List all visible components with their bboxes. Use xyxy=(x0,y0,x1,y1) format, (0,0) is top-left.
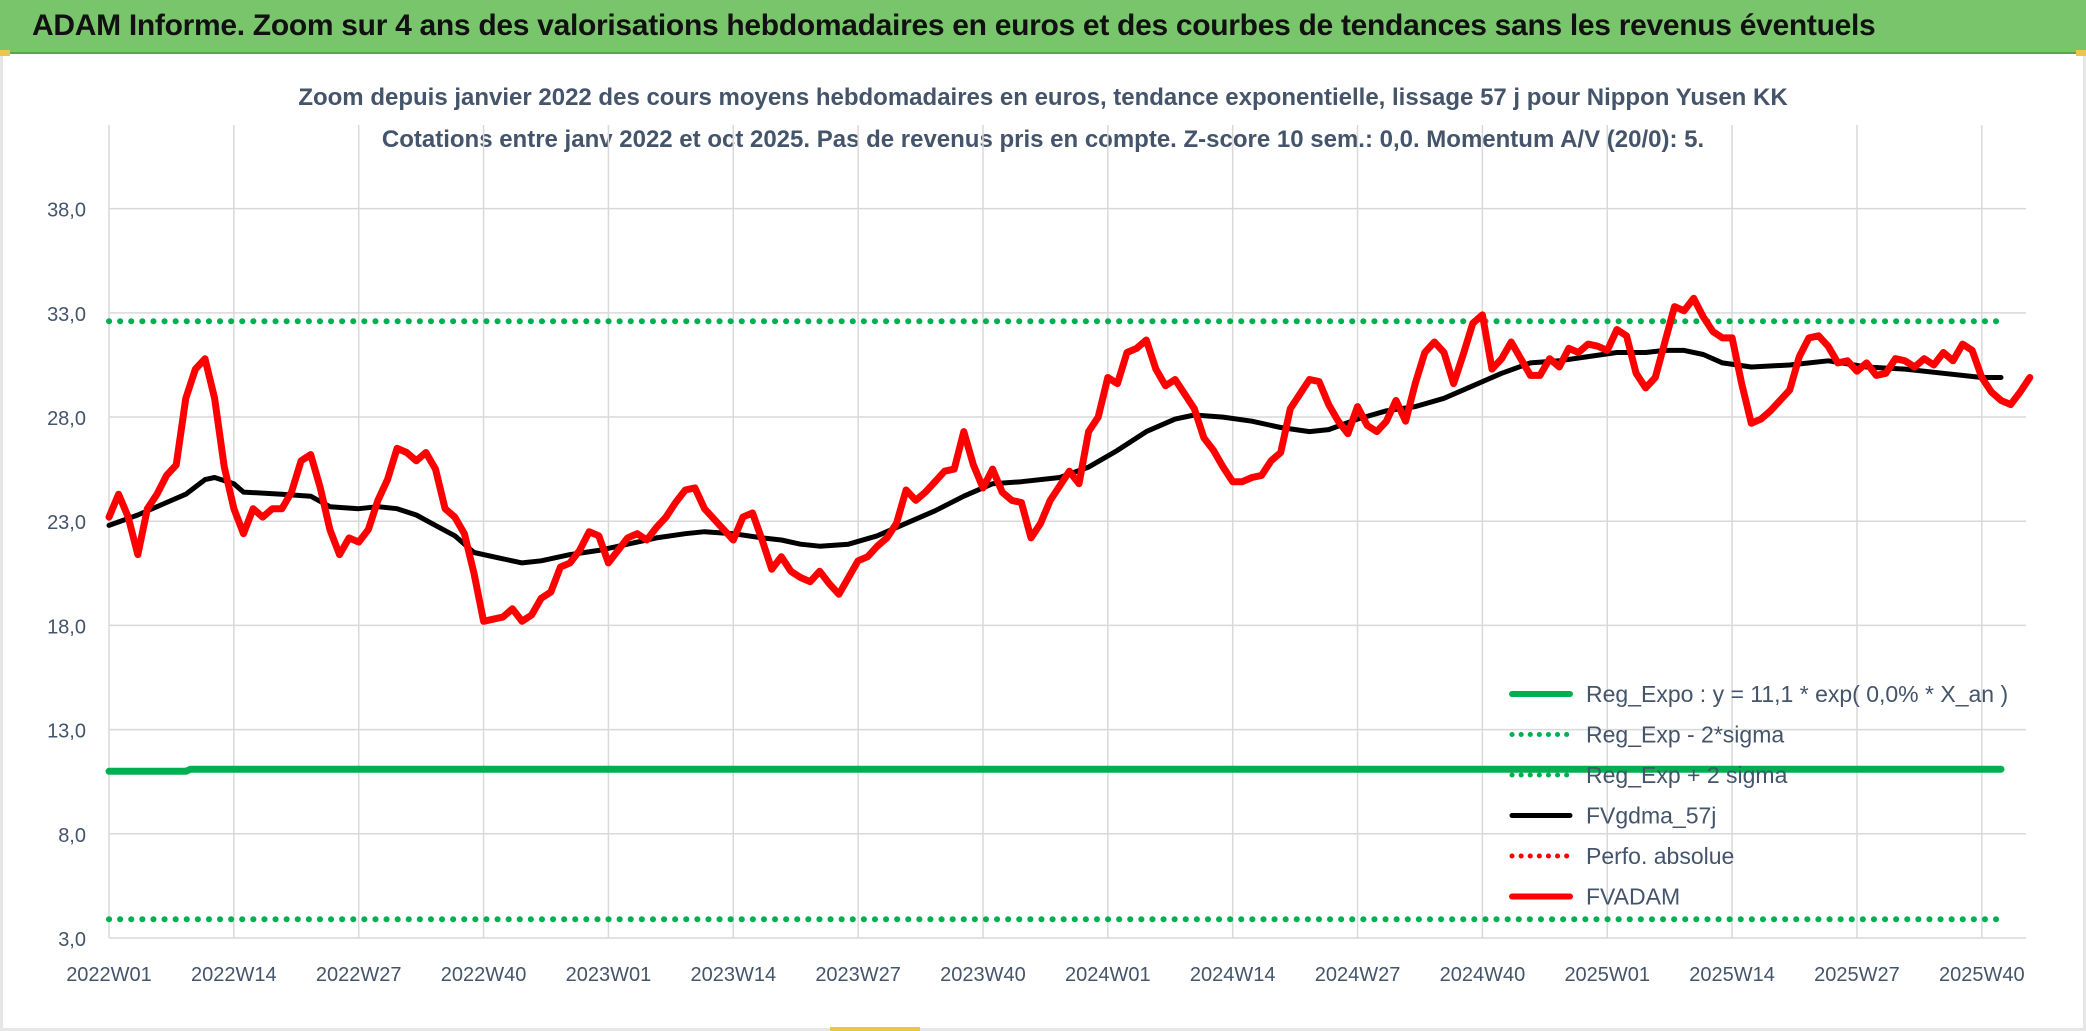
x-tick-label: 2022W01 xyxy=(66,964,152,986)
x-tick-label: 2025W27 xyxy=(1814,964,1900,986)
x-tick-label: 2023W01 xyxy=(566,964,652,986)
chart-subtitle: Cotations entre janv 2022 et oct 2025. P… xyxy=(381,126,1705,153)
legend-label: FVgdma_57j xyxy=(1586,803,1716,829)
x-tick-label: 2023W14 xyxy=(690,964,776,986)
legend: Reg_Expo : y = 11,1 * exp( 0,0% * X_an )… xyxy=(1509,681,2008,910)
x-tick-label: 2025W01 xyxy=(1564,964,1650,986)
report-title: ADAM Informe. Zoom sur 4 ans des valoris… xyxy=(32,9,1876,42)
legend-label: Reg_Expo : y = 11,1 * exp( 0,0% * X_an ) xyxy=(1586,681,2008,707)
x-tick-label: 2025W14 xyxy=(1689,964,1775,986)
legend-label: Perfo. absolue xyxy=(1586,843,1734,869)
bottom-accent-strip xyxy=(830,1027,920,1031)
x-tick-label: 2022W14 xyxy=(191,964,277,986)
series-lines xyxy=(105,294,2034,923)
legend-label: Reg_Exp - 2*sigma xyxy=(1586,722,1784,748)
legend-label: Reg_Exp + 2 sigma xyxy=(1586,762,1788,788)
report-banner: ADAM Informe. Zoom sur 4 ans des valoris… xyxy=(0,0,2086,54)
y-tick-label: 33,0 xyxy=(47,304,86,326)
legend-label: FVADAM xyxy=(1586,884,1680,910)
chart-title: Zoom depuis janvier 2022 des cours moyen… xyxy=(298,84,1788,111)
banner-corner-right xyxy=(2076,50,2086,56)
y-tick-label: 13,0 xyxy=(47,721,86,743)
chart-area xyxy=(0,56,2086,1031)
x-tick-label: 2023W27 xyxy=(815,964,901,986)
series-line-reg-expo-y-11-1-exp-0-0-x-an xyxy=(105,765,2005,775)
x-tick-label: 2024W01 xyxy=(1065,964,1151,986)
x-tick-label: 2024W40 xyxy=(1440,964,1526,986)
y-tick-label: 3,0 xyxy=(58,929,86,951)
x-tick-label: 2022W27 xyxy=(316,964,402,986)
x-tick-label: 2024W27 xyxy=(1315,964,1401,986)
y-tick-label: 8,0 xyxy=(58,825,86,847)
series-line-fvadam xyxy=(105,294,2034,625)
banner-corner-left xyxy=(0,50,10,56)
y-tick-label: 38,0 xyxy=(47,200,86,222)
y-tick-label: 28,0 xyxy=(47,408,86,430)
y-tick-label: 23,0 xyxy=(47,512,86,534)
gridlines xyxy=(108,125,2026,939)
x-axis-ticks: 2022W01 2022W14 2022W27 2022W40 2023W01 2023W… xyxy=(66,964,2024,986)
x-tick-label: 2024W14 xyxy=(1190,964,1276,986)
y-axis-ticks: 3,0 8,0 13,0 18,0 23,0 28,0 33,0 38,0 xyxy=(47,200,86,951)
y-tick-label: 18,0 xyxy=(47,616,86,638)
x-tick-label: 2025W40 xyxy=(1939,964,2025,986)
x-tick-label: 2023W40 xyxy=(940,964,1026,986)
x-tick-label: 2022W40 xyxy=(441,964,527,986)
